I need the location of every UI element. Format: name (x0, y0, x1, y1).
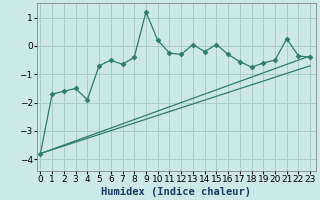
X-axis label: Humidex (Indice chaleur): Humidex (Indice chaleur) (101, 186, 252, 197)
